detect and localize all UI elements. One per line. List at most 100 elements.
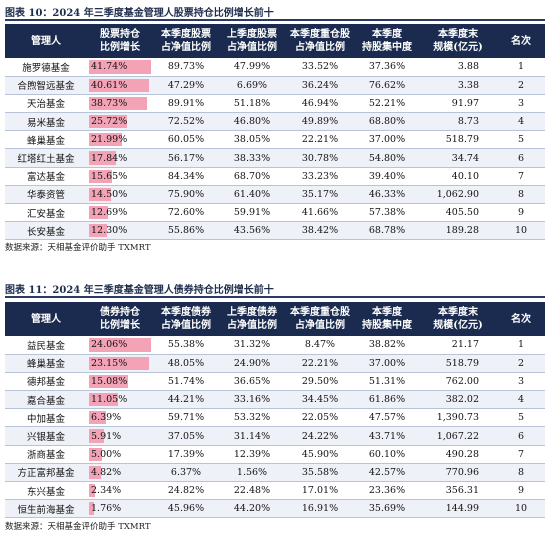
- cell-concentration: 37.00%: [355, 130, 419, 150]
- cell-rank: 9: [497, 203, 545, 223]
- cell-current-ratio: 72.52%: [153, 112, 219, 132]
- cell-rank: 1: [497, 336, 545, 355]
- cell-previous-ratio: 24.90%: [219, 354, 285, 373]
- table-row: 浙商基金 5.00% 17.39% 12.39% 45.90% 60.10% 490.28 7: [5, 445, 545, 464]
- table-caption: 图表 11：2024 年三季度基金管理人债券持仓比例增长前十: [5, 285, 274, 296]
- cell-manager: 长安基金: [5, 221, 87, 241]
- table-row: 红塔红土基金 17.84% 56.17% 38.33% 30.78% 54.80% 34.7…: [5, 148, 545, 168]
- growth-value: 6.39%: [91, 412, 122, 424]
- table-row: 德邦基金 15.08% 51.74% 36.65% 29.50% 51.31% 762.00…: [5, 372, 545, 392]
- cell-heavy-ratio: 46.94%: [285, 94, 355, 114]
- cell-heavy-ratio: 24.22%: [285, 426, 355, 446]
- cell-concentration: 51.31%: [355, 372, 419, 392]
- cell-scale: 34.74: [419, 148, 497, 168]
- table-row: 兴银基金 5.91% 37.05% 31.14% 24.22% 43.71% 1,067.2…: [5, 426, 545, 446]
- cell-current-ratio: 56.17%: [153, 148, 219, 168]
- growth-bar: [89, 429, 105, 443]
- cell-current-ratio: 55.38%: [153, 336, 219, 355]
- cell-current-ratio: 89.91%: [153, 94, 219, 114]
- cell-current-ratio: 48.05%: [153, 354, 219, 373]
- table-row: 嘉合基金 11.05% 44.21% 33.16% 34.45% 61.86% 382.02…: [5, 390, 545, 410]
- growth-bar: [89, 187, 111, 201]
- cell-scale: 382.02: [419, 390, 497, 410]
- cell-previous-ratio: 31.32%: [219, 336, 285, 355]
- header-previous-ratio: 上季度债券 占净值比例: [219, 302, 285, 336]
- cell-rank: 2: [497, 354, 545, 373]
- cell-manager: 红塔红土基金: [5, 148, 87, 168]
- cell-current-ratio: 60.05%: [153, 130, 219, 150]
- cell-manager: 德邦基金: [5, 372, 87, 392]
- header-concentration: 本季度 持股集中度: [355, 24, 419, 58]
- cell-previous-ratio: 33.16%: [219, 390, 285, 410]
- cell-current-ratio: 75.90%: [153, 185, 219, 205]
- growth-value: 2.34%: [91, 485, 122, 497]
- cell-concentration: 61.86%: [355, 390, 419, 410]
- growth-value: 5.00%: [91, 448, 122, 460]
- cell-growth: 6.39%: [87, 408, 153, 428]
- cell-heavy-ratio: 38.42%: [285, 221, 355, 241]
- header-current-ratio: 本季度股票 占净值比例: [153, 24, 219, 58]
- cell-rank: 3: [497, 372, 545, 392]
- growth-bar: [89, 169, 113, 183]
- caption-rule: [5, 19, 545, 21]
- cell-concentration: 42.57%: [355, 463, 419, 483]
- growth-value: 40.61%: [91, 79, 128, 91]
- cell-previous-ratio: 46.80%: [219, 112, 285, 132]
- cell-scale: 21.17: [419, 336, 497, 355]
- cell-growth: 17.84%: [87, 148, 153, 168]
- cell-concentration: 23.36%: [355, 481, 419, 501]
- growth-bar: [89, 96, 147, 111]
- table-row: 富达基金 15.65% 84.34% 68.70% 33.23% 39.40% 40.10 7: [5, 167, 545, 186]
- cell-previous-ratio: 47.99%: [219, 58, 285, 77]
- cell-current-ratio: 44.21%: [153, 390, 219, 410]
- cell-heavy-ratio: 49.89%: [285, 112, 355, 132]
- table-header-row: 管理人 债券持仓 比例增长 本季度债券 占净值比例 上季度债券 占净值比例 本季度重仓…: [5, 302, 545, 336]
- growth-bar: [89, 60, 151, 74]
- data-source-note: 数据来源：天相基金评价助手 TXMRT: [5, 243, 151, 253]
- table-row: 方正富邦基金 4.82% 6.37% 1.56% 35.58% 42.57% 770.96 8: [5, 463, 545, 483]
- cell-scale: 40.10: [419, 167, 497, 186]
- cell-manager: 天治基金: [5, 94, 87, 114]
- cell-scale: 490.28: [419, 445, 497, 464]
- cell-growth: 12.69%: [87, 203, 153, 223]
- cell-scale: 189.28: [419, 221, 497, 241]
- cell-previous-ratio: 31.14%: [219, 426, 285, 446]
- cell-manager: 东兴基金: [5, 481, 87, 501]
- cell-concentration: 35.69%: [355, 499, 419, 519]
- table-caption: 图表 10：2024 年三季度基金管理人股票持仓比例增长前十: [5, 8, 274, 19]
- cell-growth: 12.30%: [87, 221, 153, 241]
- cell-heavy-ratio: 33.52%: [285, 58, 355, 77]
- growth-value: 15.08%: [91, 375, 128, 387]
- cell-rank: 6: [497, 426, 545, 446]
- cell-scale: 91.97: [419, 94, 497, 114]
- cell-growth: 23.15%: [87, 354, 153, 373]
- cell-scale: 405.50: [419, 203, 497, 223]
- cell-rank: 4: [497, 112, 545, 132]
- header-previous-ratio: 上季度股票 占净值比例: [219, 24, 285, 58]
- cell-previous-ratio: 53.32%: [219, 408, 285, 428]
- bond-growth-table: 管理人 债券持仓 比例增长 本季度债券 占净值比例 上季度债券 占净值比例 本季度重仓…: [5, 302, 545, 519]
- cell-scale: 3.88: [419, 58, 497, 77]
- growth-bar: [89, 393, 118, 407]
- cell-concentration: 39.40%: [355, 167, 419, 186]
- cell-heavy-ratio: 33.23%: [285, 167, 355, 186]
- growth-bar: [89, 133, 122, 147]
- cell-concentration: 76.62%: [355, 76, 419, 95]
- header-growth: 债券持仓 比例增长: [87, 302, 153, 336]
- growth-value: 1.76%: [91, 503, 122, 515]
- cell-scale: 1,067.22: [419, 426, 497, 446]
- caption-rule: [5, 296, 545, 298]
- table-row: 天治基金 38.73% 89.91% 51.18% 46.94% 52.21% 91.97 3: [5, 94, 545, 114]
- cell-growth: 2.34%: [87, 481, 153, 501]
- cell-previous-ratio: 51.18%: [219, 94, 285, 114]
- cell-previous-ratio: 36.65%: [219, 372, 285, 392]
- table-row: 蜂巢基金 21.99% 60.05% 38.05% 22.21% 37.00% 518.79…: [5, 130, 545, 150]
- cell-concentration: 52.21%: [355, 94, 419, 114]
- growth-value: 41.74%: [91, 61, 128, 73]
- growth-value: 15.65%: [91, 170, 128, 182]
- cell-growth: 5.00%: [87, 445, 153, 464]
- table-row: 华泰资管 14.50% 75.90% 61.40% 35.17% 46.33% 1,062.…: [5, 185, 545, 205]
- cell-heavy-ratio: 29.50%: [285, 372, 355, 392]
- cell-manager: 浙商基金: [5, 445, 87, 464]
- cell-growth: 41.74%: [87, 58, 153, 77]
